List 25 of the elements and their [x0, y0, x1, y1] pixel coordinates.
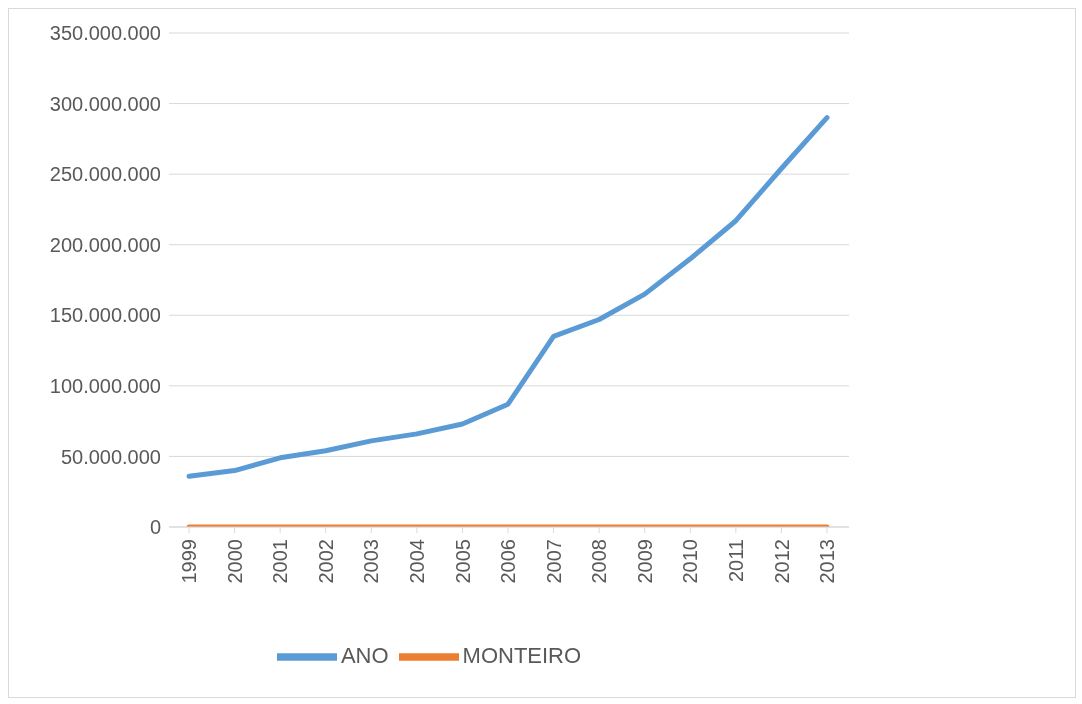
x-tick-label: 2002	[314, 539, 337, 584]
x-tick-label: 2000	[223, 539, 246, 584]
x-tick-label: 2008	[588, 539, 611, 584]
x-tick-label: 2003	[360, 539, 383, 584]
x-tick-label: 2009	[633, 539, 656, 584]
x-tick-label: 2010	[679, 539, 702, 584]
y-tick-label: 250.000.000	[49, 163, 161, 186]
y-tick-label: 100.000.000	[49, 374, 161, 397]
x-tick-label: 2005	[451, 539, 474, 584]
legend-label: MONTEIRO	[462, 642, 582, 668]
y-tick-label: 150.000.000	[49, 304, 161, 327]
y-tick-label: 50.000.000	[60, 445, 161, 468]
x-tick-label: 2013	[816, 539, 839, 584]
x-tick-label: 2007	[542, 539, 565, 584]
y-tick-label: 200.000.000	[49, 233, 161, 256]
x-tick-label: 2011	[725, 539, 748, 583]
x-tick-label: 2001	[269, 539, 292, 584]
legend-label: ANO	[340, 642, 389, 668]
x-tick-label: 2004	[406, 539, 429, 584]
y-tick-label: 300.000.000	[49, 92, 161, 115]
y-tick-label: 350.000.000	[49, 22, 161, 45]
y-tick-label: 0	[149, 516, 161, 539]
x-tick-label: 2012	[770, 539, 793, 584]
x-tick-label: 1999	[178, 539, 201, 584]
x-tick-label: 2006	[497, 539, 520, 584]
